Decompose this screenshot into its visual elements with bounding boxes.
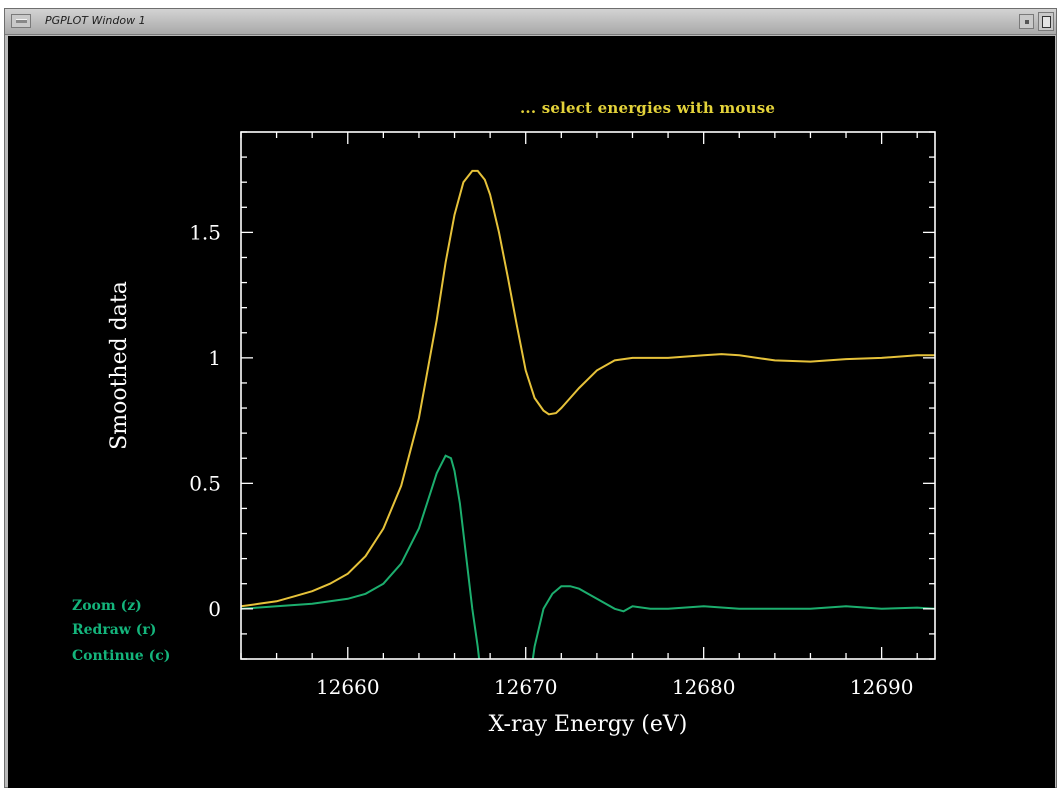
maximize-icon[interactable] [1038,12,1054,31]
y-tick-label: 1 [208,346,221,370]
redraw-option[interactable]: Redraw (r) [72,622,157,638]
minimize-icon[interactable] [1019,14,1034,29]
y-tick-label: 1.5 [189,220,221,244]
continue-option[interactable]: Continue (c) [72,648,171,664]
x-tick-label: 12680 [672,675,736,699]
x-tick-label: 12690 [850,675,914,699]
select-energies-hint: ... select energies with mouse [520,99,776,117]
title-bar[interactable]: PGPLOT Window 1 [5,9,1056,35]
window-menu-icon[interactable] [11,14,31,28]
smoothed-series-line [241,169,935,608]
window-title: PGPLOT Window 1 [45,14,146,27]
y-axis-label: Smoothed data [107,281,132,450]
chart-svg[interactable]: 12660 12670 12680 12690 0 0.5 1 1.5 X-ray Energy… [8,36,1055,788]
plot-canvas[interactable]: 12660 12670 12680 12690 0 0.5 1 1.5 X-ray Energy… [8,36,1055,788]
zoom-option[interactable]: Zoom (z) [72,598,142,614]
y-tick-label: 0 [208,597,221,621]
x-tick-label: 12670 [494,675,558,699]
y-tick-label: 0.5 [189,471,221,495]
x-axis-label: X-ray Energy (eV) [489,712,688,737]
x-tick-label: 12660 [316,675,380,699]
plot-frame [240,131,936,660]
derivative-series-line [241,454,935,659]
